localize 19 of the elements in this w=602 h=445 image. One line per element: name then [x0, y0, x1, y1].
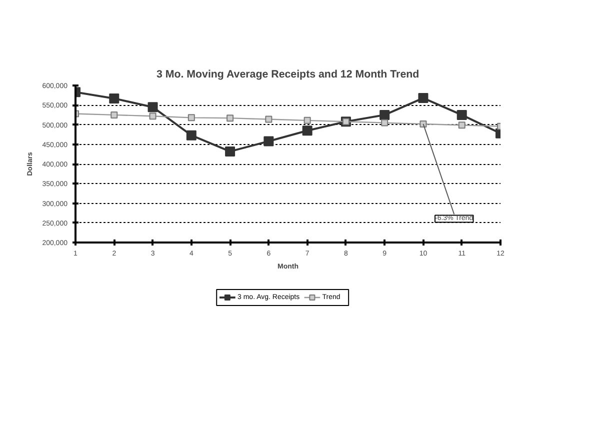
point	[265, 116, 272, 123]
point	[304, 116, 311, 124]
point	[149, 112, 156, 120]
point	[109, 93, 120, 104]
chart-title: 3 Mo. Moving Average Receipts and 12 Month Trend	[156, 68, 420, 80]
point	[420, 120, 427, 128]
point	[380, 110, 390, 120]
point	[302, 126, 312, 136]
point	[110, 111, 118, 118]
point	[264, 136, 274, 146]
point	[418, 93, 428, 104]
point	[225, 146, 236, 156]
point	[148, 102, 158, 112]
point	[456, 110, 467, 120]
point	[226, 114, 234, 122]
point	[188, 114, 195, 122]
point	[381, 119, 388, 126]
point	[186, 130, 196, 140]
point	[458, 122, 466, 129]
